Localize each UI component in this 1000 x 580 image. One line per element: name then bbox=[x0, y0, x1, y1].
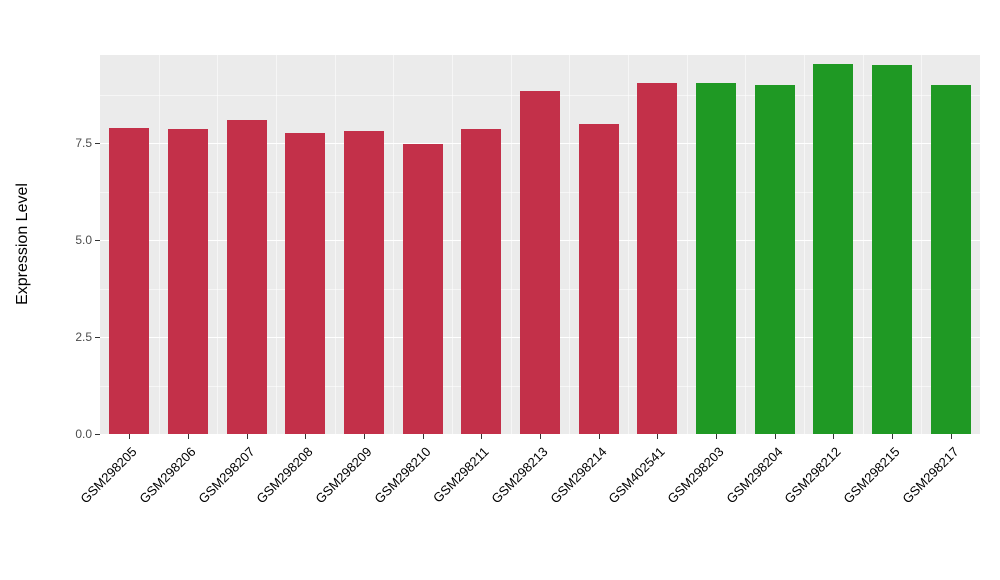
x-tick-mark bbox=[599, 434, 600, 439]
bar-GSM298211 bbox=[461, 129, 501, 434]
gridline-vertical bbox=[687, 55, 688, 434]
gridline-vertical bbox=[159, 55, 160, 434]
gridline-vertical bbox=[276, 55, 277, 434]
bar-GSM298205 bbox=[109, 128, 149, 434]
bar-GSM298209 bbox=[344, 131, 384, 434]
x-tick-mark bbox=[775, 434, 776, 439]
x-tick-mark bbox=[305, 434, 306, 439]
bar-GSM298215 bbox=[872, 65, 912, 434]
x-tick-mark bbox=[833, 434, 834, 439]
bar-GSM298208 bbox=[285, 133, 325, 434]
y-axis-title-text: Expression Level bbox=[14, 183, 31, 305]
bar-GSM298210 bbox=[403, 144, 443, 434]
gridline-vertical bbox=[863, 55, 864, 434]
x-tick-mark bbox=[423, 434, 424, 439]
gridline-vertical bbox=[745, 55, 746, 434]
gridline-vertical bbox=[628, 55, 629, 434]
bar-GSM298217 bbox=[931, 85, 971, 434]
y-tick-mark bbox=[95, 143, 100, 145]
bar-GSM298204 bbox=[755, 85, 795, 434]
bar-GSM402541 bbox=[637, 83, 677, 434]
bar-GSM298212 bbox=[813, 64, 853, 434]
gridline-vertical bbox=[804, 55, 805, 434]
bar-GSM298206 bbox=[168, 129, 208, 434]
gridline-vertical bbox=[452, 55, 453, 434]
x-tick-mark bbox=[892, 434, 893, 439]
x-tick-mark bbox=[247, 434, 248, 439]
y-tick-label: 2.5 bbox=[75, 330, 92, 345]
y-tick-mark bbox=[95, 434, 100, 435]
y-tick-mark bbox=[95, 337, 100, 339]
y-tick-label: 0.0 bbox=[75, 427, 92, 441]
x-tick-mark bbox=[129, 434, 130, 439]
bar-GSM298207 bbox=[227, 120, 267, 434]
x-tick-mark bbox=[716, 434, 717, 439]
x-tick-mark bbox=[540, 434, 541, 439]
x-tick-mark bbox=[657, 434, 658, 439]
x-tick-mark bbox=[951, 434, 952, 439]
y-tick-mark bbox=[95, 240, 100, 242]
plot-panel bbox=[100, 55, 980, 435]
gridline-vertical bbox=[335, 55, 336, 434]
x-tick-mark bbox=[188, 434, 189, 439]
gridline-vertical bbox=[511, 55, 512, 434]
y-tick-label: 5.0 bbox=[75, 233, 92, 248]
gridline-vertical bbox=[217, 55, 218, 434]
x-tick-mark bbox=[364, 434, 365, 439]
bar-GSM298213 bbox=[520, 91, 560, 434]
y-tick-label: 7.5 bbox=[75, 136, 92, 151]
gridline-vertical bbox=[569, 55, 570, 434]
bar-GSM298203 bbox=[696, 83, 736, 434]
bar-GSM298214 bbox=[579, 124, 619, 434]
gridline-vertical bbox=[393, 55, 394, 434]
gridline-vertical bbox=[921, 55, 922, 434]
x-tick-mark bbox=[481, 434, 482, 439]
